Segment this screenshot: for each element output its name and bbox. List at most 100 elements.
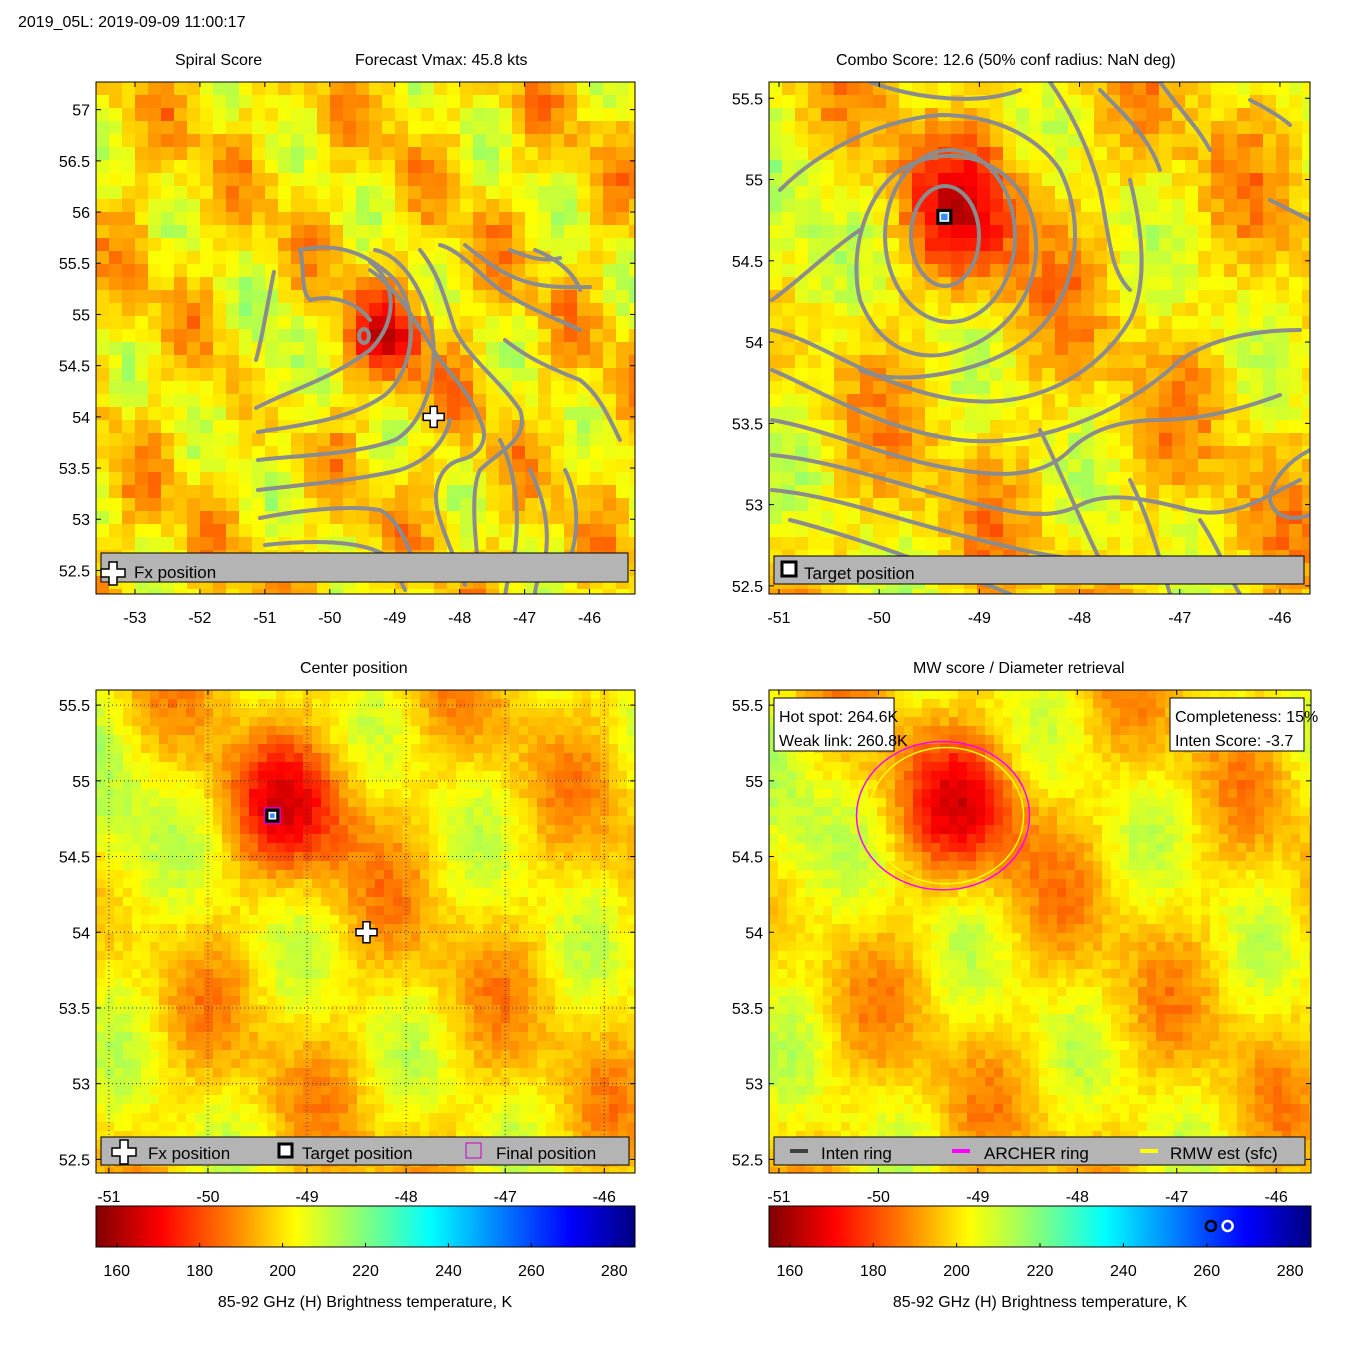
heat-cell [834,95,848,109]
heat-cell [222,753,232,763]
heat-cell [1055,134,1069,148]
heat-cell [964,589,978,594]
heat-cell [1107,485,1121,499]
heat-cell [510,897,520,907]
heat-cell [499,537,513,551]
heat-cell [499,316,513,330]
heat-cell [384,789,394,799]
heat-cell [951,251,965,265]
heat-cell [421,160,435,174]
heat-cell [421,485,435,499]
heat-cell [366,771,376,781]
heat-cell [357,789,367,799]
heat-cell [590,264,604,278]
heat-cell [821,290,835,304]
heat-cell [330,870,340,880]
heat-cell [395,212,409,226]
heat-cell [420,780,430,790]
combo-contour [778,112,1077,380]
heat-cell [795,407,809,421]
heat-cell [265,459,279,473]
heat-cell [393,780,403,790]
heat-cell [195,807,205,817]
heat-cell [460,589,474,594]
heat-cell [186,735,196,745]
heat-cell [473,303,487,317]
heat-cell [348,861,358,871]
heat-cell [222,888,232,898]
heat-cell [239,589,253,594]
heat-cell [1159,537,1173,551]
heat-cell [343,212,357,226]
heat-cell [161,238,175,252]
heat-cell [510,807,520,817]
heat-cell [249,861,259,871]
heat-cell [141,816,151,826]
heat-cell [1211,303,1225,317]
heat-cell [769,589,783,594]
heat-cell [1146,238,1160,252]
heat-cell [343,485,357,499]
heat-cell [356,199,370,213]
combo-legend-box [773,555,1305,585]
heat-cell [122,524,136,538]
heat-cell [395,82,409,96]
heat-cell [159,771,169,781]
heat-cell [1159,160,1173,174]
heat-cell [1185,225,1199,239]
heat-cell [483,744,493,754]
heat-cell [1211,108,1225,122]
heat-cell [1120,511,1134,525]
heat-cell [912,498,926,512]
heat-cell [239,342,253,356]
heat-cell [1068,95,1082,109]
heat-cell [1224,303,1238,317]
heat-cell [1211,225,1225,239]
heat-cell [1289,433,1303,447]
heat-cell [990,264,1004,278]
heat-cell [1211,589,1225,594]
heat-cell [141,861,151,871]
heat-cell [501,879,511,889]
heat-cell [96,589,110,594]
heat-cell [96,753,106,763]
heat-cell [96,329,110,343]
heat-cell [808,277,822,291]
heat-cell [938,186,952,200]
heat-cell [161,329,175,343]
heat-cell [782,498,796,512]
heat-cell [873,420,887,434]
heat-cell [447,394,461,408]
heat-cell [132,690,142,700]
heat-cell [573,816,583,826]
heat-cell [1042,95,1056,109]
heat-cell [393,807,403,817]
heat-cell [96,407,110,421]
heat-cell [577,95,591,109]
heat-cell [369,511,383,525]
heat-cell [1042,212,1056,226]
heat-cell [168,906,178,916]
heat-cell [528,834,538,844]
heat-cell [460,537,474,551]
heat-cell [492,861,502,871]
heat-cell [278,264,292,278]
heat-cell [769,433,783,447]
heat-cell [186,852,196,862]
heat-cell [512,212,526,226]
heat-cell [951,199,965,213]
heat-cell [899,277,913,291]
heat-cell [330,355,344,369]
heat-cell [938,82,952,96]
heat-cell [123,789,133,799]
heat-cell [564,290,578,304]
heat-cell [629,251,635,265]
heat-cell [590,238,604,252]
heat-cell [951,446,965,460]
heat-cell [573,888,583,898]
heat-cell [375,816,385,826]
heat-cell [538,82,552,96]
heat-cell [465,726,475,736]
heat-cell [267,726,277,736]
heat-cell [447,807,457,817]
